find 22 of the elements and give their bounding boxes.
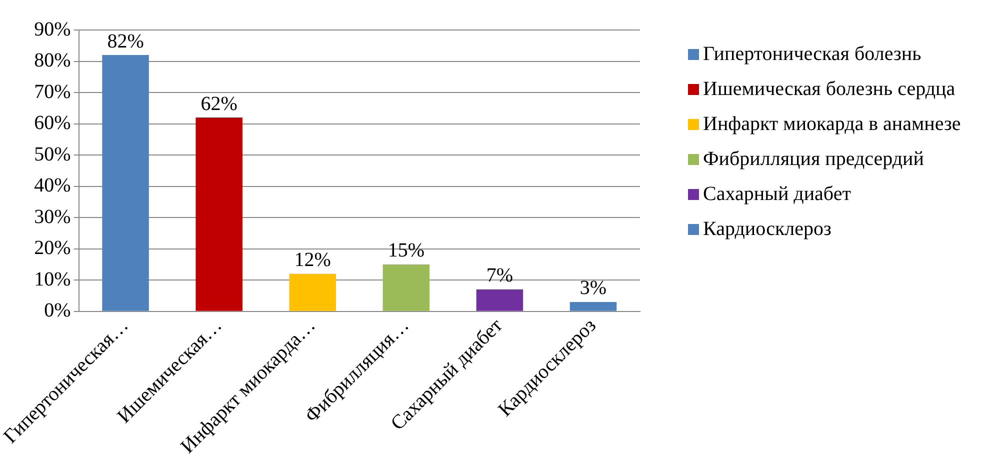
legend-label: Сахарный диабет [703,182,851,207]
legend-label: Гипертоническая болезнь [703,42,922,67]
y-tick-label: 30% [34,206,71,228]
y-tick-label: 60% [34,112,71,134]
data-label: 82% [107,30,144,52]
data-label: 12% [294,249,331,272]
data-label: 15% [388,240,424,262]
legend-label: Ишемическая болезнь сердца [703,77,956,102]
y-tick-label: 20% [34,237,71,260]
legend-label: Фибрилляция предсердий [703,147,924,172]
y-tick-label: 50% [34,143,71,166]
data-label: 62% [200,92,238,115]
legend-label: Инфаркт миокарда в анамнезе [703,112,961,137]
y-tick-label: 80% [34,50,71,72]
legend-label: Кардиосклероз [703,217,832,242]
y-tick-label: 40% [34,174,71,197]
y-tick-label: 90% [34,18,71,40]
y-tick-label: 0% [44,300,71,322]
data-label: 7% [486,264,514,287]
y-tick-label: 70% [34,80,71,103]
data-label: 3% [580,277,607,300]
y-tick-label: 10% [34,268,71,290]
